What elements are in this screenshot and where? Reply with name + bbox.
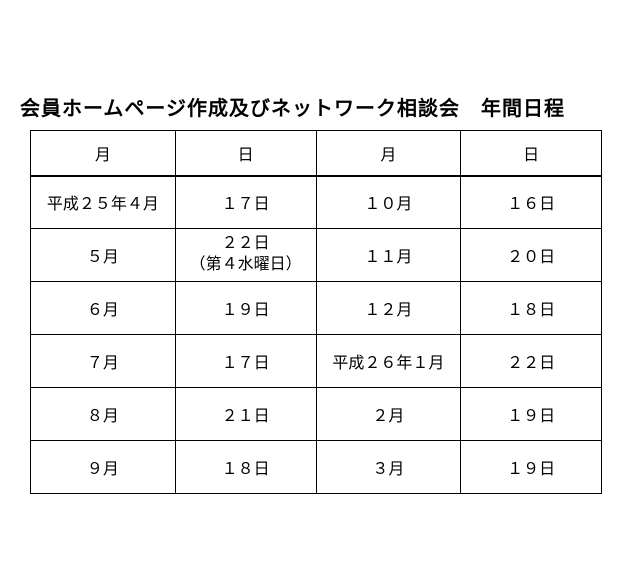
table-cell: ９月: [31, 441, 176, 494]
table-cell: ７月: [31, 335, 176, 388]
schedule-table: 月 日 月 日 平成２５年４月 １７日 １０月 １６日 ５月 ２２日（第４水曜日…: [30, 130, 602, 494]
table-cell: ２１日: [175, 388, 316, 441]
table-cell: 平成２６年１月: [316, 335, 461, 388]
column-header: 月: [31, 131, 176, 176]
table-cell: １９日: [461, 441, 602, 494]
table-cell: １０月: [316, 176, 461, 229]
column-header: 月: [316, 131, 461, 176]
table-row: ８月 ２１日 ２月 １９日: [31, 388, 602, 441]
table-cell: ２２日（第４水曜日）: [175, 229, 316, 282]
table-header-row: 月 日 月 日: [31, 131, 602, 176]
column-header: 日: [461, 131, 602, 176]
table-cell: １８日: [175, 441, 316, 494]
table-cell: ６月: [31, 282, 176, 335]
table-cell: １７日: [175, 176, 316, 229]
table-row: ５月 ２２日（第４水曜日） １１月 ２０日: [31, 229, 602, 282]
table-cell: ３月: [316, 441, 461, 494]
table-cell: 平成２５年４月: [31, 176, 176, 229]
table-cell: ５月: [31, 229, 176, 282]
table-cell: １９日: [461, 388, 602, 441]
table-cell: ２０日: [461, 229, 602, 282]
page-title: 会員ホームページ作成及びネットワーク相談会 年間日程: [20, 92, 565, 121]
table-cell: ８月: [31, 388, 176, 441]
table-cell: ２月: [316, 388, 461, 441]
table-cell: １９日: [175, 282, 316, 335]
table-row: ９月 １８日 ３月 １９日: [31, 441, 602, 494]
table-row: ７月 １７日 平成２６年１月 ２２日: [31, 335, 602, 388]
table-cell: １２月: [316, 282, 461, 335]
table-cell: １１月: [316, 229, 461, 282]
table-cell: １８日: [461, 282, 602, 335]
table-cell: ２２日: [461, 335, 602, 388]
table-row: 平成２５年４月 １７日 １０月 １６日: [31, 176, 602, 229]
table-cell: １６日: [461, 176, 602, 229]
schedule-table-container: 月 日 月 日 平成２５年４月 １７日 １０月 １６日 ５月 ２２日（第４水曜日…: [30, 130, 602, 494]
table-row: ６月 １９日 １２月 １８日: [31, 282, 602, 335]
table-body: 平成２５年４月 １７日 １０月 １６日 ５月 ２２日（第４水曜日） １１月 ２０…: [31, 176, 602, 494]
column-header: 日: [175, 131, 316, 176]
table-cell: １７日: [175, 335, 316, 388]
